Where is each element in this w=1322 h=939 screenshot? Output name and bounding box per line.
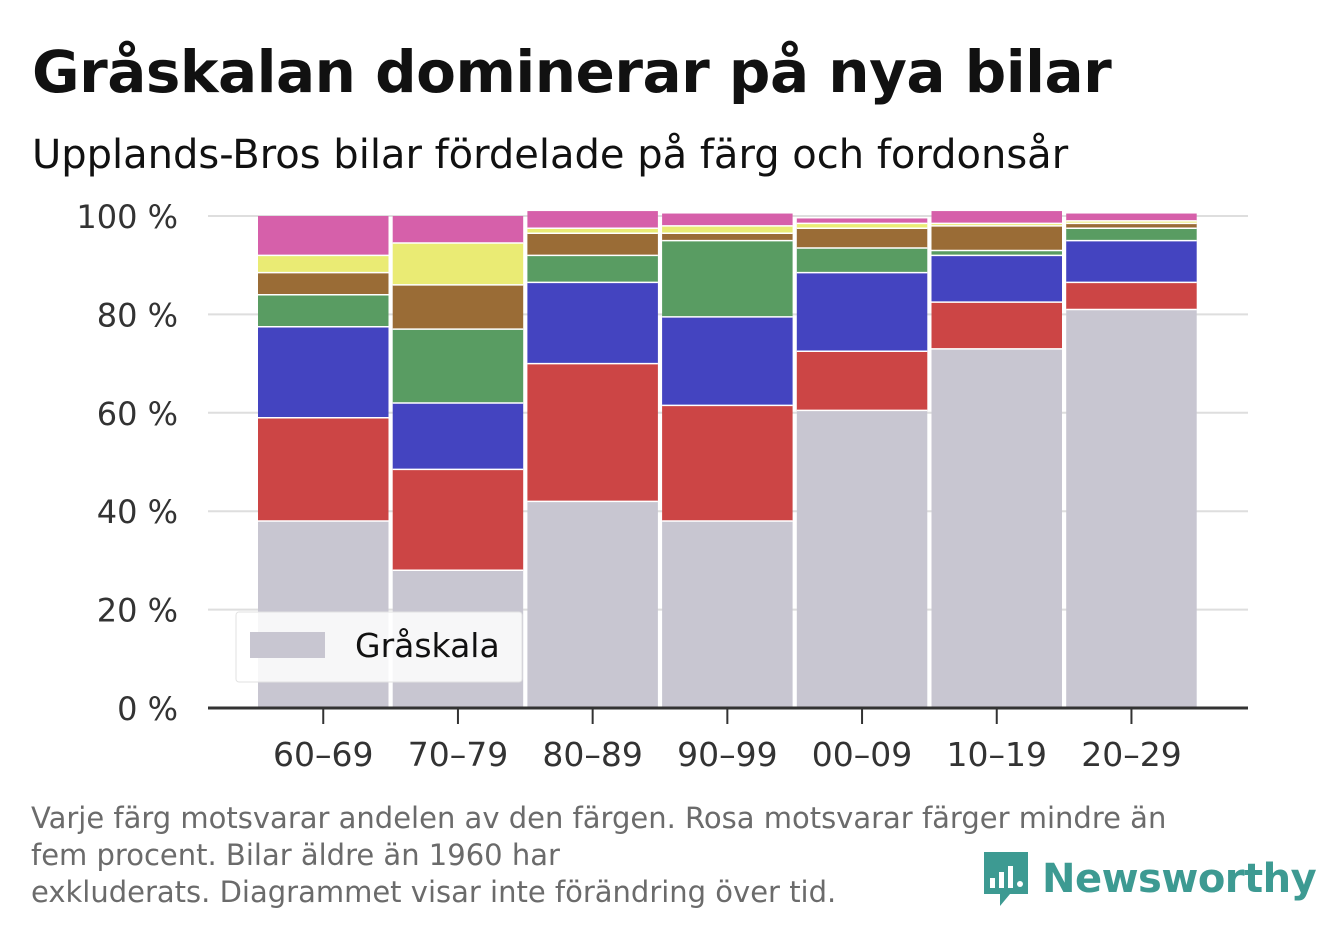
bar-segment — [1066, 220, 1197, 224]
bar-segment — [1066, 223, 1197, 229]
bar-segment — [527, 228, 658, 234]
y-tick-label: 0 % — [117, 690, 178, 728]
legend-swatch-graskala — [250, 632, 325, 658]
x-tick-label: 90–99 — [677, 735, 777, 774]
bar-segment — [1066, 240, 1197, 283]
bar-segment — [258, 294, 389, 327]
footnote-line-1: Varje färg motsvarar andelen av den färg… — [31, 801, 1167, 835]
legend: Gråskala — [235, 611, 523, 683]
bar-segment — [258, 417, 389, 522]
footnote-line-3: exkluderats. Diagrammet visar inte förän… — [31, 875, 837, 909]
y-tick-label: 80 % — [97, 296, 178, 334]
bar-segment — [796, 351, 928, 411]
brand-name: Newsworthy — [1042, 856, 1317, 902]
bar-segment — [931, 255, 1062, 303]
bar-segment — [796, 218, 928, 224]
bar-segment — [1066, 228, 1197, 241]
x-tick-label: 70–79 — [408, 735, 508, 774]
footnote-line-2: fem procent. Bilar äldre än 1960 har — [31, 838, 560, 872]
bar-segment — [662, 240, 793, 317]
x-tick-label: 60–69 — [273, 735, 373, 774]
bar-segment — [258, 216, 389, 256]
bar-segment — [662, 225, 793, 234]
bar-segment — [796, 272, 928, 352]
bar-segment — [1066, 213, 1197, 221]
bar-segment — [392, 216, 524, 244]
bar-segment — [931, 348, 1062, 708]
bar-segment — [931, 223, 1062, 226]
axes: 0 % 20 % 40 % 60 % 80 % 100 % 60–69 70–79 80–89 9… — [76, 198, 1248, 774]
bar-segment — [662, 405, 793, 522]
bar-segment — [527, 282, 658, 364]
bar-segment — [392, 284, 524, 330]
bar-segment — [931, 225, 1062, 251]
bar-segment — [1066, 309, 1197, 708]
bar-segment — [527, 211, 658, 229]
bar-segment — [527, 233, 658, 256]
y-tick-label: 60 % — [97, 395, 178, 433]
bar-segment — [258, 255, 389, 273]
y-tick-label: 40 % — [97, 493, 178, 531]
bar-segment — [392, 469, 524, 571]
x-tick-label: 20–29 — [1081, 735, 1181, 774]
bar-segment — [796, 247, 928, 273]
brand-logo: Newsworthy — [980, 848, 1317, 910]
bar-segment — [527, 501, 658, 708]
y-tick-label: 100 % — [76, 198, 178, 236]
stacked-bar-chart: 0 % 20 % 40 % 60 % 80 % 100 % 60–69 70–79 80–89 9… — [76, 198, 1248, 774]
bar-segment — [1066, 282, 1197, 310]
x-tick-label: 00–09 — [812, 735, 912, 774]
x-tick-label: 80–89 — [542, 735, 642, 774]
bar-segment — [931, 250, 1062, 256]
bar-segment — [392, 243, 524, 285]
bar-segment — [662, 316, 793, 406]
bar-segment — [796, 410, 928, 708]
bar-segment — [258, 326, 389, 418]
chart-title: Gråskalan dominerar på nya bilar — [32, 38, 1112, 106]
bar-segment — [662, 213, 793, 226]
bar-segment — [662, 233, 793, 241]
bar-segment — [796, 228, 928, 248]
y-tick-label: 20 % — [97, 592, 178, 630]
bar-segment — [392, 402, 524, 470]
bar-segment — [662, 521, 793, 708]
bar-segment — [392, 329, 524, 403]
legend-box — [235, 611, 523, 683]
x-tick-label: 10–19 — [947, 735, 1047, 774]
newsworthy-logo-icon — [984, 852, 1028, 906]
legend-label-graskala: Gråskala — [355, 626, 500, 665]
footnote: Varje färg motsvarar andelen av den färg… — [31, 800, 1281, 910]
bar-segment — [527, 363, 658, 502]
chart-subtitle: Upplands-Bros bilar fördelade på färg oc… — [32, 132, 1069, 178]
bar-segment — [796, 223, 928, 229]
bar-segment — [258, 272, 389, 295]
bar-segment — [931, 211, 1062, 224]
bar-segment — [527, 255, 658, 283]
bar-segment — [931, 302, 1062, 349]
